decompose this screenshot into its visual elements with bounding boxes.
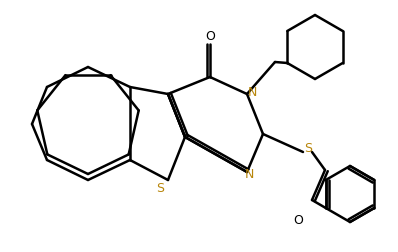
Text: O: O: [293, 213, 303, 227]
Text: N: N: [244, 169, 254, 181]
Text: O: O: [205, 29, 215, 43]
Text: S: S: [304, 142, 312, 155]
Text: N: N: [247, 85, 257, 99]
Text: S: S: [156, 181, 164, 195]
